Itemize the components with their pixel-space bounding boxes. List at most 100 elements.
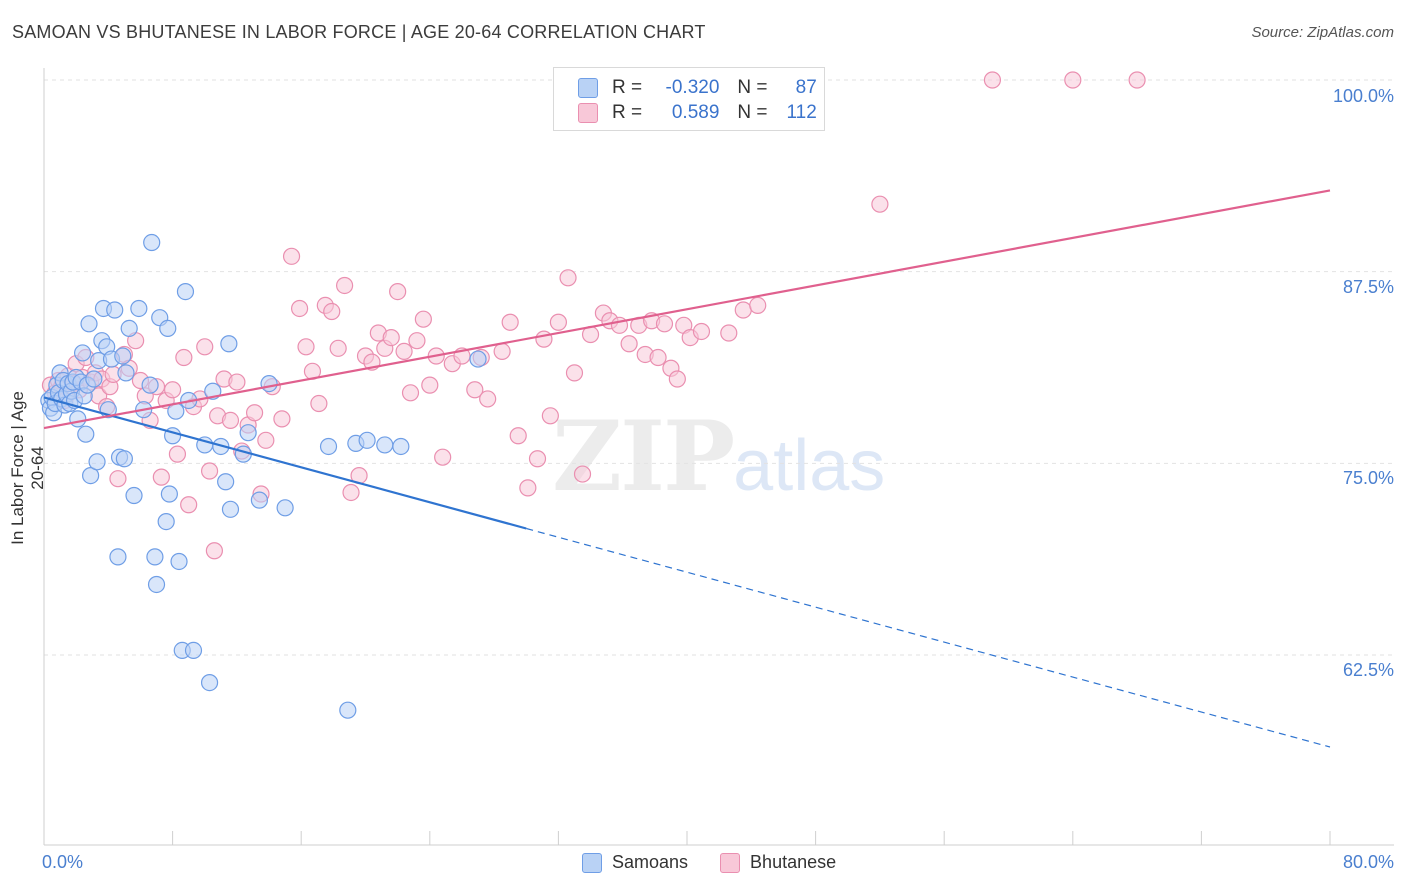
bhutanese-point — [749, 296, 767, 314]
bhutanese-point — [620, 335, 638, 353]
chart-title: SAMOAN VS BHUTANESE IN LABOR FORCE | AGE… — [12, 22, 706, 42]
legend-item-samoans[interactable]: Samoans — [582, 852, 688, 873]
bhutanese-point — [549, 313, 568, 331]
samoans-point — [109, 548, 127, 566]
bhutanese-point — [414, 310, 432, 328]
series-legend: Samoans Bhutanese — [582, 852, 868, 873]
bhutanese-point — [541, 407, 559, 425]
n-label: N = — [737, 77, 768, 98]
samoans-point — [120, 319, 138, 337]
samoans-point — [250, 491, 269, 509]
samoans-point — [77, 425, 95, 443]
bhutanese-point — [175, 348, 193, 367]
bhutanese-point — [573, 465, 592, 483]
samoans-point — [170, 552, 188, 571]
samoans-trend-line-extrapolated — [526, 527, 1331, 748]
r-value-bhutanese: 0.589 — [671, 102, 720, 123]
x-tick-label-max: 80.0% — [1342, 852, 1394, 872]
r-label: R = — [612, 102, 643, 123]
samoans-point — [73, 344, 92, 362]
n-value-samoans: 87 — [795, 77, 817, 98]
bhutanese-point — [565, 364, 584, 382]
bhutanese-point — [692, 322, 711, 341]
bhutanese-point — [200, 462, 219, 480]
bhutanese-point — [493, 342, 511, 360]
samoans-point — [260, 375, 278, 393]
samoans-point — [82, 467, 100, 485]
samoans-point — [469, 350, 487, 368]
bhutanese-point — [228, 373, 246, 391]
watermark-atlas: atlas — [733, 426, 886, 506]
samoans-trend-line — [43, 396, 527, 530]
legend-item-bhutanese[interactable]: Bhutanese — [720, 852, 836, 873]
bhutanese-point — [323, 302, 341, 321]
bhutanese-point — [168, 445, 187, 463]
bhutanese-point — [382, 329, 400, 347]
samoans-point — [106, 301, 124, 319]
samoans-point — [130, 299, 148, 318]
bhutanese-point — [466, 381, 484, 399]
n-label: N = — [737, 102, 768, 123]
bhutanese-swatch — [578, 103, 598, 123]
bhutanese-point — [180, 496, 198, 514]
bhutanese-point — [245, 404, 264, 422]
samoans-point — [339, 701, 357, 719]
samoans-point — [141, 376, 159, 394]
samoans-point — [117, 364, 135, 382]
bhutanese-point — [519, 479, 537, 497]
bhutanese-point — [342, 483, 360, 502]
samoans-point — [221, 500, 240, 518]
r-value-samoans: -0.320 — [665, 77, 720, 98]
samoans-point — [220, 335, 238, 353]
bhutanese-point — [668, 370, 686, 388]
bhutanese-point — [282, 247, 301, 265]
samoans-point — [319, 437, 338, 456]
samoans-point — [114, 347, 132, 365]
bhutanese-point — [528, 450, 547, 468]
y-tick-label-62-5: 62.5% — [1342, 660, 1394, 680]
legend-label-samoans: Samoans — [612, 852, 689, 872]
bhutanese-point — [734, 301, 752, 319]
bhutanese-point — [221, 411, 240, 429]
samoans-point — [160, 485, 178, 503]
legend-label-bhutanese: Bhutanese — [750, 852, 837, 872]
bhutanese-point — [389, 283, 407, 301]
samoans-point — [376, 436, 394, 454]
bhutanese-point — [1128, 71, 1146, 89]
bhutanese-point — [290, 299, 309, 318]
y-tick-label-75: 75.0% — [1342, 468, 1394, 488]
samoans-point — [200, 673, 219, 692]
source-label: Source: ZipAtlas.com — [1251, 24, 1394, 41]
bhutanese-point — [655, 315, 674, 333]
samoans-point — [147, 575, 166, 594]
bhutanese-point — [501, 313, 519, 331]
samoans-swatch — [578, 78, 598, 98]
bhutanese-point — [109, 470, 127, 488]
bhutanese-point — [329, 339, 347, 357]
x-tick-label-min: 0.0% — [42, 852, 84, 872]
bhutanese-trend-line — [43, 189, 1331, 430]
samoans-point — [115, 450, 133, 468]
bhutanese-point — [871, 195, 889, 213]
r-label: R = — [612, 77, 643, 98]
bhutanese-point — [559, 269, 577, 287]
samoans-point — [146, 548, 164, 566]
samoans-point — [217, 473, 235, 491]
bhutanese-point — [273, 410, 291, 428]
bhutanese-point — [408, 332, 426, 350]
bhutanese-point — [983, 71, 1002, 89]
legend-row-samoans: R = -0.320 N = 87 — [578, 75, 817, 101]
bhutanese-point — [434, 448, 452, 466]
y-axis-label: In Labor Force | Age 20-64 — [8, 391, 47, 545]
bhutanese-point — [196, 338, 214, 356]
bhutanese-point — [479, 390, 497, 408]
bhutanese-point — [649, 348, 667, 367]
samoans-point — [276, 499, 294, 517]
bhutanese-point — [421, 376, 439, 394]
bhutanese-point — [310, 394, 328, 413]
y-tick-label-87-5: 87.5% — [1342, 277, 1394, 297]
samoans-point — [176, 283, 195, 301]
bhutanese-point — [395, 342, 413, 360]
bhutanese-point — [336, 276, 354, 295]
